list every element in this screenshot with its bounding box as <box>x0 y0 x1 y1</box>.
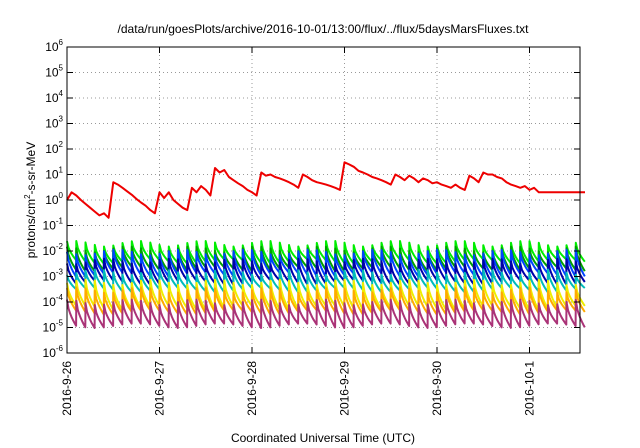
x-ticks: 2016-9-26 2016-9-27 2016-9-28 2016-9-29 2016… <box>60 47 537 416</box>
x-tick-label: 2016-9-26 <box>60 361 74 416</box>
y-tick-exp: 0 <box>59 191 64 200</box>
y-tick-base: 10 <box>43 219 57 233</box>
y-tick-label: 10-6 <box>43 344 64 360</box>
y-tick-exp: 3 <box>59 115 64 124</box>
y-tick-label: 102 <box>45 140 63 156</box>
y-tick-exp: -2 <box>56 242 64 251</box>
y-axis-label: protons/cm2-s-sr-MeV <box>23 142 38 258</box>
y-tick-label: 10-4 <box>43 293 64 309</box>
y-tick-exp: -4 <box>56 293 64 302</box>
series-line-9 <box>66 298 586 329</box>
y-tick-base: 10 <box>45 168 59 182</box>
y-tick-base: 10 <box>43 270 57 284</box>
y-tick-base: 10 <box>43 295 57 309</box>
y-tick-label: 105 <box>45 64 63 80</box>
grid <box>67 47 580 353</box>
x-tick-label: 2016-9-29 <box>338 361 352 416</box>
y-tick-exp: 5 <box>59 64 64 73</box>
y-tick-base: 10 <box>45 193 59 207</box>
y-tick-label: 10-5 <box>43 319 64 335</box>
series-group <box>66 161 586 329</box>
y-tick-exp: 4 <box>59 89 64 98</box>
y-tick-exp: -6 <box>56 344 64 353</box>
y-tick-base: 10 <box>45 142 59 156</box>
y-ticks: 10-610-510-410-310-210-11001011021031041… <box>43 38 580 360</box>
y-tick-exp: -3 <box>56 268 64 277</box>
y-tick-exp: -5 <box>56 319 64 328</box>
x-tick-label: 2016-9-28 <box>245 361 259 416</box>
y-tick-label: 100 <box>45 191 63 207</box>
chart-title: /data/run/goesPlots/archive/2016-10-01/1… <box>118 22 530 36</box>
y-axis-label-tail: -s-sr-MeV <box>24 142 38 195</box>
y-tick-base: 10 <box>45 91 59 105</box>
y-tick-label: 10-2 <box>43 242 64 258</box>
y-tick-label: 101 <box>45 166 63 182</box>
y-tick-label: 103 <box>45 115 63 131</box>
y-tick-exp: 2 <box>59 140 64 149</box>
x-tick-label: 2016-9-30 <box>430 361 444 416</box>
y-tick-base: 10 <box>43 321 57 335</box>
y-tick-label: 104 <box>45 89 63 105</box>
x-tick-label: 2016-9-27 <box>153 361 167 416</box>
y-tick-label: 10-3 <box>43 268 64 284</box>
y-tick-exp: 6 <box>59 38 64 47</box>
y-tick-base: 10 <box>43 244 57 258</box>
y-tick-base: 10 <box>45 117 59 131</box>
y-tick-base: 10 <box>45 40 59 54</box>
x-axis-label: Coordinated Universal Time (UTC) <box>231 431 415 445</box>
y-tick-label: 106 <box>45 38 63 54</box>
y-tick-base: 10 <box>45 66 59 80</box>
y-tick-base: 10 <box>43 346 57 360</box>
series-line-1 <box>66 161 585 219</box>
y-axis-label-exp: 2 <box>23 194 32 199</box>
y-axis-label-main: protons/cm <box>24 199 38 258</box>
series-line-5 <box>66 257 586 286</box>
x-tick-label: 2016-10-1 <box>523 361 537 416</box>
y-tick-exp: -1 <box>56 217 64 226</box>
y-tick-exp: 1 <box>59 166 64 175</box>
y-tick-label: 10-1 <box>43 217 64 233</box>
